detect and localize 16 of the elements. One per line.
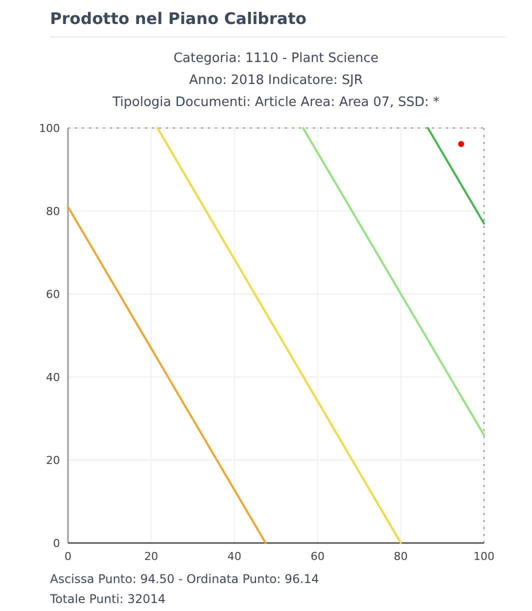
text: Totale Punti: 32014 — [49, 592, 166, 606]
y-tick-label: 80 — [46, 205, 60, 218]
x-tick-label: 80 — [394, 550, 408, 563]
x-tick-label: 0 — [64, 550, 72, 563]
x-tick-label: 60 — [310, 550, 325, 563]
text: Ascissa Punto: 94.50 - Ordinata Punto: 96.14 — [50, 572, 319, 586]
y-tick-label: 0 — [53, 537, 60, 550]
x-tick-label: 20 — [144, 550, 158, 563]
chart-subtitle: Categoria: 1110 - Plant Science Anno: 2018 Indicatore: SJR Tipologia Documenti: Article Area: Area 07, SSD: * — [111, 51, 440, 110]
y-tick-label: 60 — [46, 288, 60, 301]
x-tick-label: 40 — [227, 550, 242, 563]
x-tick-label: 100 — [474, 550, 494, 563]
y-tick-label: 40 — [46, 371, 60, 384]
chart-title: Prodotto nel Piano Calibrato — [50, 9, 306, 28]
y-tick-label: 20 — [46, 454, 60, 467]
y-tick-label: 100 — [39, 122, 60, 135]
